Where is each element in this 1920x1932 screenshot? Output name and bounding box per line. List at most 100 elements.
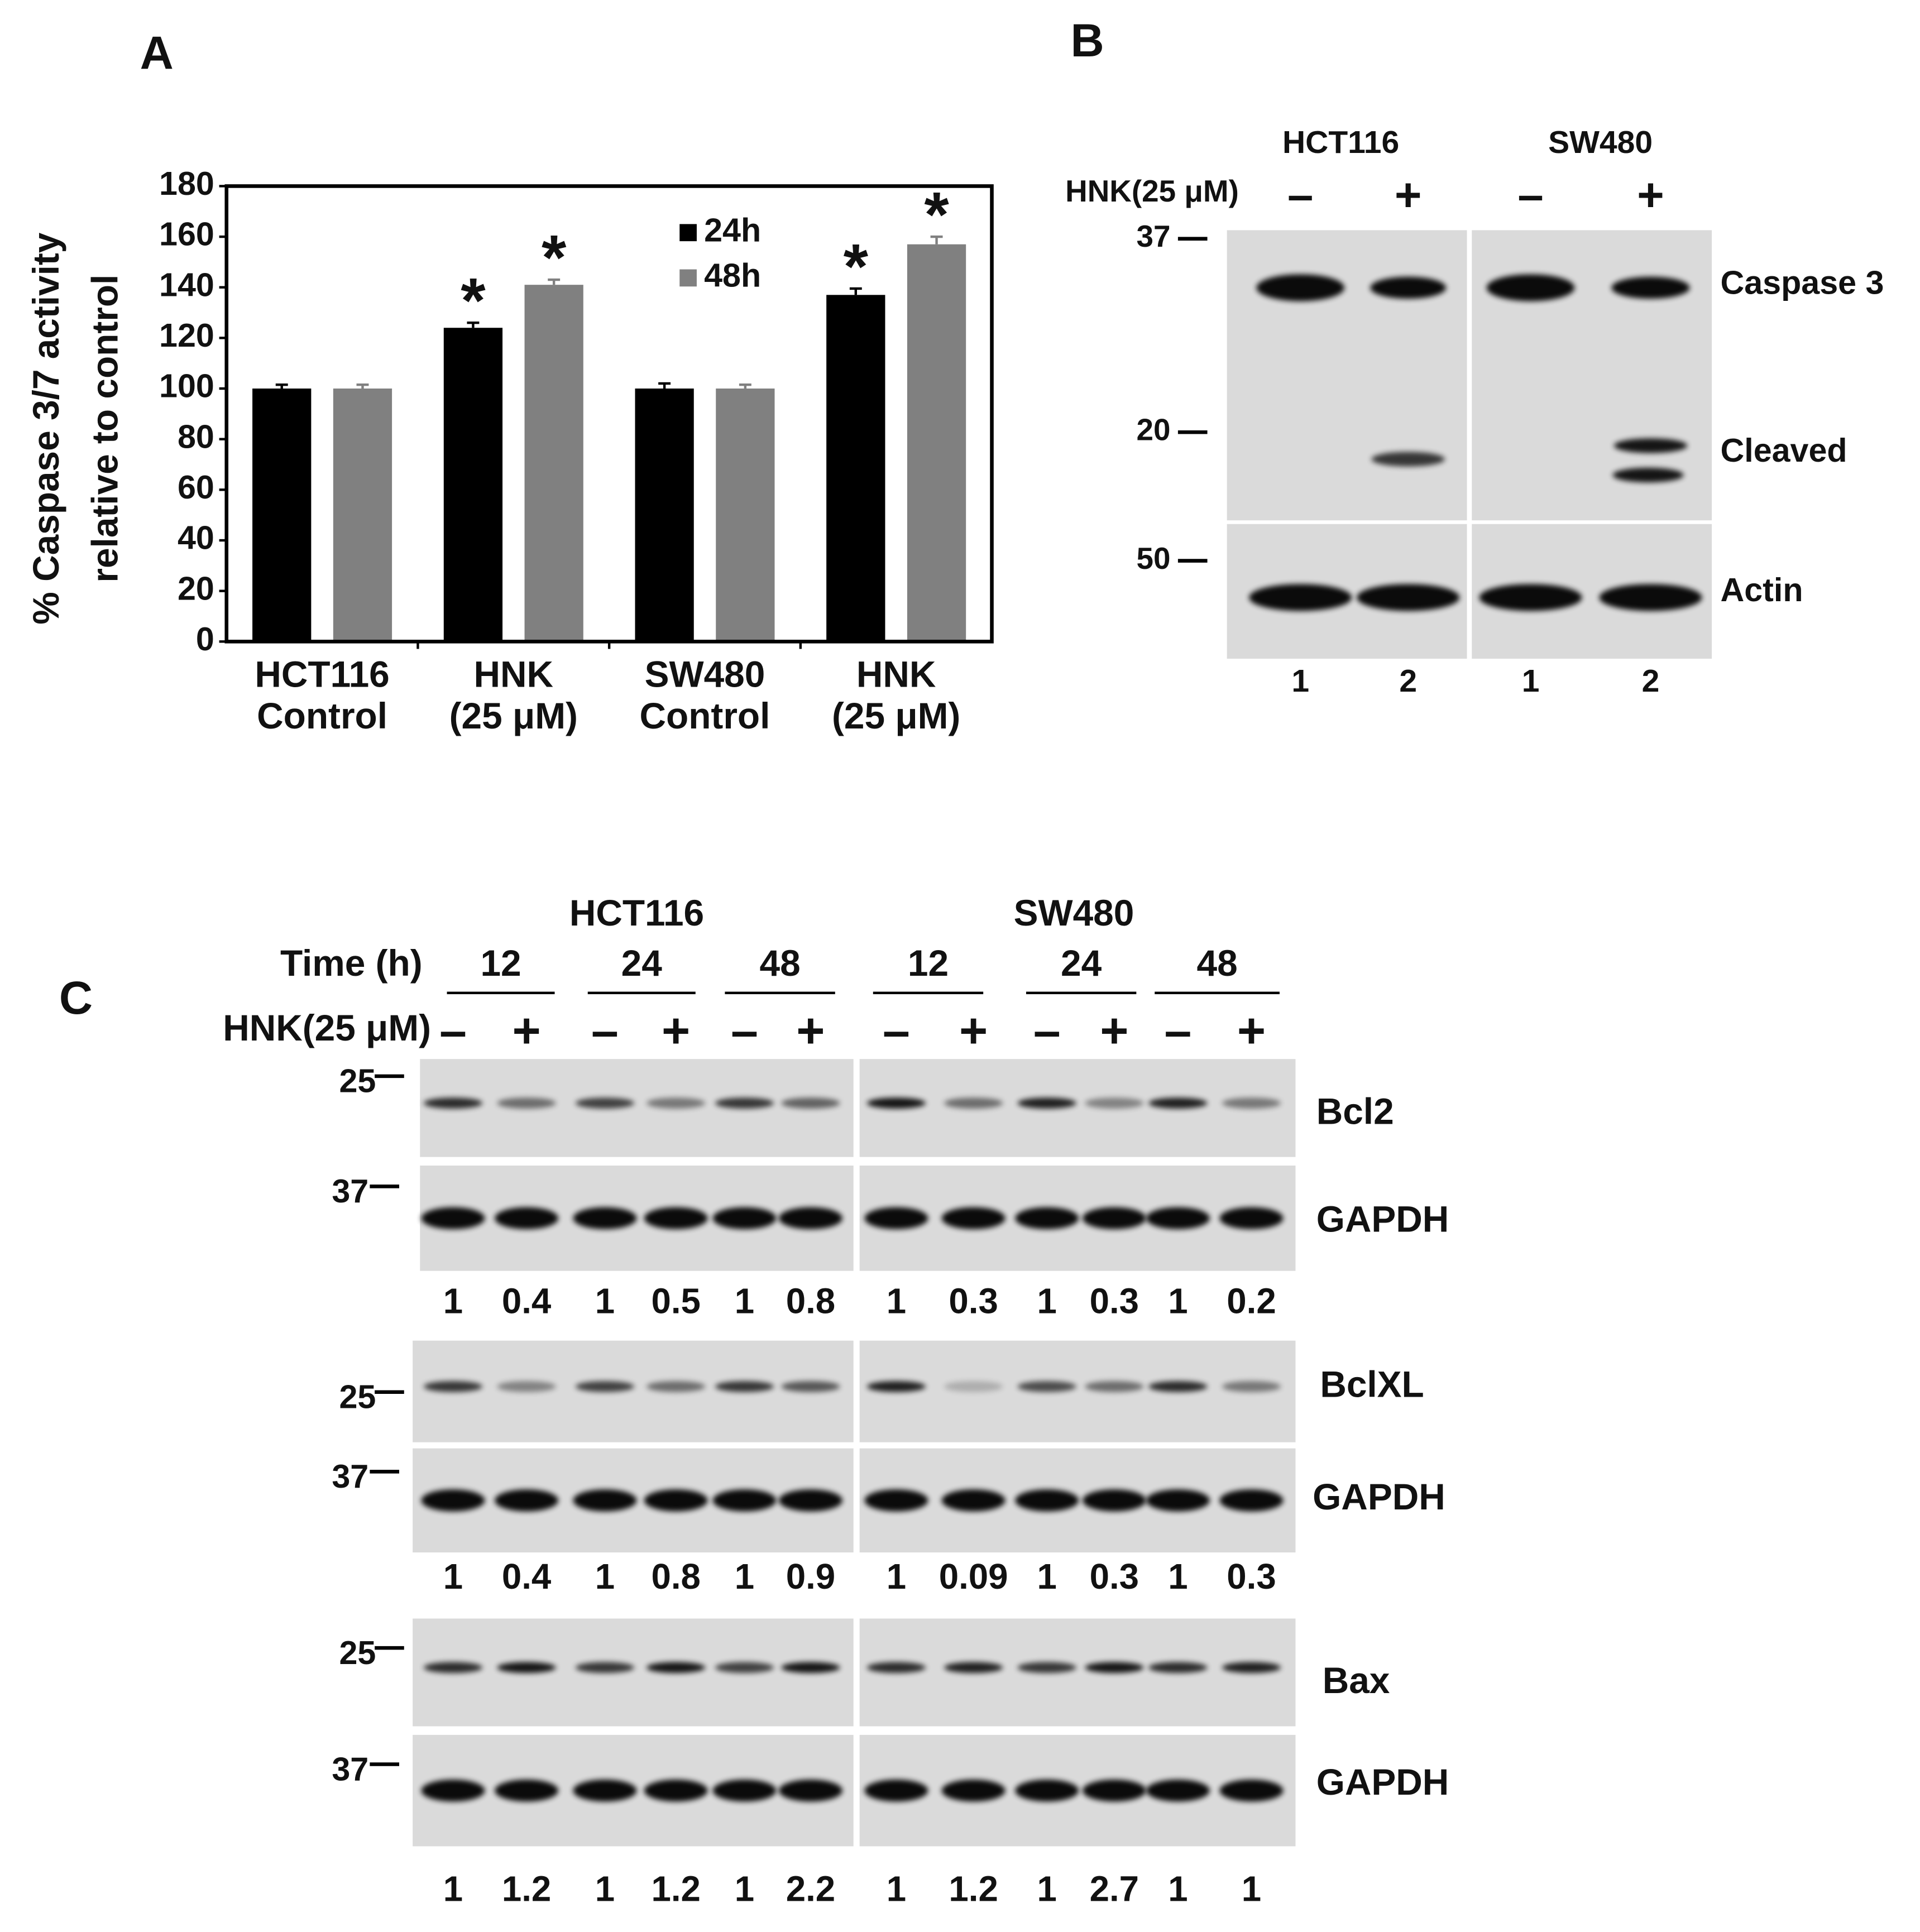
loading-label: GAPDH [1313,1476,1445,1517]
blot-band [1082,1779,1146,1802]
blot-band [573,1779,637,1802]
blot-band [497,1097,556,1109]
band-ratio: 1 [887,1282,906,1321]
blot-band [1370,276,1447,299]
time-label: Time (h) [280,942,423,984]
band-ratio: 1 [1037,1282,1057,1321]
treatment-sign: + [959,1003,988,1058]
blot-panel [859,1059,1296,1157]
protein-label: Caspase 3 [1721,264,1884,301]
bar [716,389,775,642]
x-tick-label: Control [640,695,770,736]
blot-band [1612,467,1684,483]
blot-band [866,1097,926,1109]
significance-marker: * [924,179,949,250]
band-ratio: 0.8 [651,1557,700,1597]
blot-band [944,1097,1003,1109]
y-axis-label: relative to control [84,275,125,583]
blot-band [781,1381,840,1392]
band-ratio: 1 [595,1282,615,1321]
x-tick-label: (25 μM) [449,695,578,736]
blot-band [866,1662,926,1674]
blot-band [1082,1489,1146,1512]
blot-band [495,1779,559,1802]
blot-band [778,1779,842,1802]
lane-number: 1 [1522,663,1540,699]
band-ratio: 1 [735,1282,754,1321]
blot-panel [420,1059,854,1157]
protein-label: Actin [1721,571,1803,608]
band-ratio: 1 [1168,1869,1188,1909]
blot-band [1479,584,1582,611]
y-tick-label: 60 [178,468,214,506]
band-ratio: 0.4 [502,1282,552,1321]
panel-label: C [59,972,93,1024]
band-ratio: 0.3 [1090,1282,1139,1321]
band-ratio: 1 [1037,1869,1057,1909]
bar [333,389,392,642]
blot-band [1357,584,1460,611]
cell-line-label: HCT116 [569,892,704,933]
panel-label: B [1071,15,1104,66]
blot-band [1219,1207,1284,1230]
lane-number: 1 [1291,663,1309,699]
blot-band [1085,1097,1144,1109]
band-ratio: 1 [595,1869,615,1909]
x-tick-label: HNK [474,653,554,694]
blot-band [421,1489,485,1512]
blot-band [864,1489,928,1512]
legend-swatch [679,224,697,242]
blot-band [647,1662,706,1674]
treatment-sign: + [1637,169,1664,220]
blot-band [573,1489,637,1512]
band-ratio: 1 [1037,1557,1057,1597]
blot-band [781,1662,840,1674]
time-value: 12 [480,942,521,984]
band-ratio: 1 [887,1869,906,1909]
band-ratio: 0.8 [786,1282,835,1321]
treatment-sign: + [512,1003,540,1058]
lane-number: 2 [1399,663,1417,699]
blot-band [575,1097,635,1109]
mw-marker: 25 [339,1062,376,1100]
lane-number: 2 [1642,663,1660,699]
mw-marker: 25 [339,1634,376,1671]
blot-band [1017,1097,1076,1109]
mw-marker: 37 [332,1172,368,1210]
band-ratio: 1 [735,1869,754,1909]
bar [443,328,503,642]
x-tick-label: Control [257,695,387,736]
treatment-sign: + [796,1003,825,1058]
protein-label: Cleaved [1721,432,1847,469]
x-tick-label: SW480 [645,653,765,694]
y-tick-label: 160 [159,215,214,253]
y-tick-label: 180 [159,165,214,202]
y-tick-label: 20 [178,569,214,607]
band-ratio: 2.7 [1090,1869,1139,1909]
blot-band [575,1662,635,1674]
blot-band [1146,1207,1210,1230]
legend-swatch [679,269,697,287]
blot-band [647,1097,706,1109]
treatment-label: HNK(25 μM) [1065,174,1239,208]
blot-band [1146,1779,1210,1802]
blot-panel [1227,230,1467,521]
legend-label: 48h [704,257,761,294]
blot-band [712,1779,777,1802]
protein-label: Bcl2 [1316,1090,1394,1132]
blot-band [573,1207,637,1230]
treatment-sign: – [1517,169,1543,220]
band-ratio: 1.2 [502,1869,551,1909]
blot-band [1148,1097,1208,1109]
y-tick-label: 100 [159,367,214,405]
band-ratio: 0.4 [502,1557,552,1597]
significance-marker: * [844,231,869,302]
treatment-sign: – [591,1003,619,1058]
band-ratio: 1.2 [949,1869,998,1909]
blot-band [1082,1207,1146,1230]
treatment-sign: – [1033,1003,1061,1058]
band-ratio: 0.3 [949,1282,998,1321]
loading-label: GAPDH [1316,1198,1449,1239]
blot-panel [859,1618,1296,1727]
band-ratio: 1.2 [651,1869,700,1909]
